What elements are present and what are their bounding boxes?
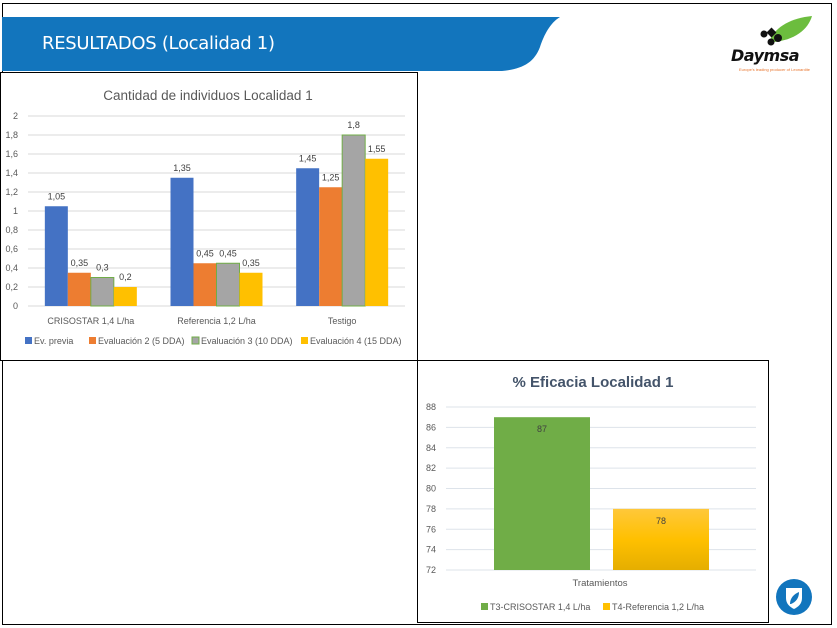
legend-swatch [603,603,610,610]
data-label: 0,45 [219,248,237,258]
data-label: 87 [537,424,547,434]
legend-item: T4-Referencia 1,2 L/ha [603,602,704,612]
x-tick-label: CRISOSTAR 1,4 L/ha [47,316,134,326]
data-label: 1,05 [48,191,66,201]
y-tick-label: 76 [426,524,436,534]
chart2-title: % Eficacia Localidad 1 [513,374,674,391]
y-tick-label: 0 [13,301,18,311]
bar [296,168,320,306]
bar [319,187,343,306]
bar [170,177,194,306]
data-label: 1,35 [173,163,191,173]
y-tick-label: 2 [13,111,18,121]
y-tick-label: 0,8 [5,225,18,235]
legend-item: T3-CRISOSTAR 1,4 L/ha [481,602,590,612]
logo-dot [774,34,782,42]
y-tick-label: 1,2 [5,187,18,197]
legend-label: Ev. previa [34,336,73,346]
y-tick-label: 78 [426,504,436,514]
chart-cantidad-individuos: Cantidad de individuos Localidad 1 0 0,2 0… [0,72,418,361]
y-tick-label: 1,4 [5,168,18,178]
legend-label: Evaluación 4 (15 DDA) [310,336,402,346]
chart2-xlabel: Tratamientos [572,578,627,589]
logo-tagline: Europe's leading producer of Leonardite [739,67,811,72]
legend-label: Evaluación 2 (5 DDA) [98,336,185,346]
bar [113,287,137,306]
legend-label: T4-Referencia 1,2 L/ha [612,602,704,612]
bar [613,508,709,570]
data-label: 1,55 [368,144,386,154]
legend-item: Evaluación 4 (15 DDA) [301,336,402,346]
y-tick-label: 1 [13,206,18,216]
legend-swatch [481,603,488,610]
divider-line [0,360,418,361]
legend-swatch [191,336,200,345]
title-banner [2,17,560,71]
legend-item: Evaluación 2 (5 DDA) [89,336,185,346]
bar [67,272,91,306]
chart-eficacia: % Eficacia Localidad 1 72 74 76 78 80 82 84 86 8… [417,360,769,623]
legend-label: T3-CRISOSTAR 1,4 L/ha [490,602,590,612]
shield-leaf-icon[interactable] [775,578,813,616]
legend-label: Evaluación 3 (10 DDA) [201,336,293,346]
y-tick-label: 82 [426,463,436,473]
data-label: 0,35 [242,258,260,268]
y-tick-label: 0,4 [5,263,18,273]
logo-dot [767,38,775,46]
y-tick-label: 1,8 [5,130,18,140]
legend-swatch [25,337,32,344]
y-tick-label: 1,6 [5,149,18,159]
bar [216,262,240,307]
y-tick-label: 80 [426,484,436,494]
chart2-svg: % Eficacia Localidad 1 72 74 76 78 80 82 84 86 8… [426,374,756,612]
x-tick-label: Referencia 1,2 L/ha [177,316,256,326]
legend-item: Evaluación 3 (10 DDA) [191,336,293,346]
y-tick-label: 0,2 [5,282,18,292]
y-tick-label: 0,6 [5,244,18,254]
data-label: 0,2 [119,272,132,282]
logo-dot [766,27,777,38]
data-label: 1,25 [322,172,340,182]
bar [341,134,366,307]
y-tick-label: 86 [426,422,436,432]
chart1-title: Cantidad de individuos Localidad 1 [103,88,312,103]
bar [193,263,217,306]
bar [494,417,590,570]
y-tick-label: 72 [426,565,436,575]
bar [44,206,68,306]
logo-wordmark: Daymsa [731,46,800,65]
y-tick-label: 88 [426,402,436,412]
y-tick-label: 84 [426,443,436,453]
data-label: 1,8 [347,120,360,130]
data-label: 0,3 [96,263,109,273]
bar [365,158,389,306]
x-tick-label: Testigo [328,316,357,326]
bar [239,272,263,306]
data-label: 78 [656,516,666,526]
logo-dot [760,30,768,38]
data-label: 0,35 [71,258,89,268]
legend-swatch [301,337,308,344]
chart1-svg: Cantidad de individuos Localidad 1 0 0,2 0… [5,88,405,346]
data-label: 0,45 [196,248,214,258]
data-label: 1,45 [299,153,317,163]
legend-swatch [89,337,96,344]
page-title: RESULTADOS (Localidad 1) [42,33,275,54]
daymsa-logo [760,16,812,46]
legend-item: Ev. previa [25,336,73,346]
y-tick-label: 74 [426,545,436,555]
bar [90,277,115,307]
